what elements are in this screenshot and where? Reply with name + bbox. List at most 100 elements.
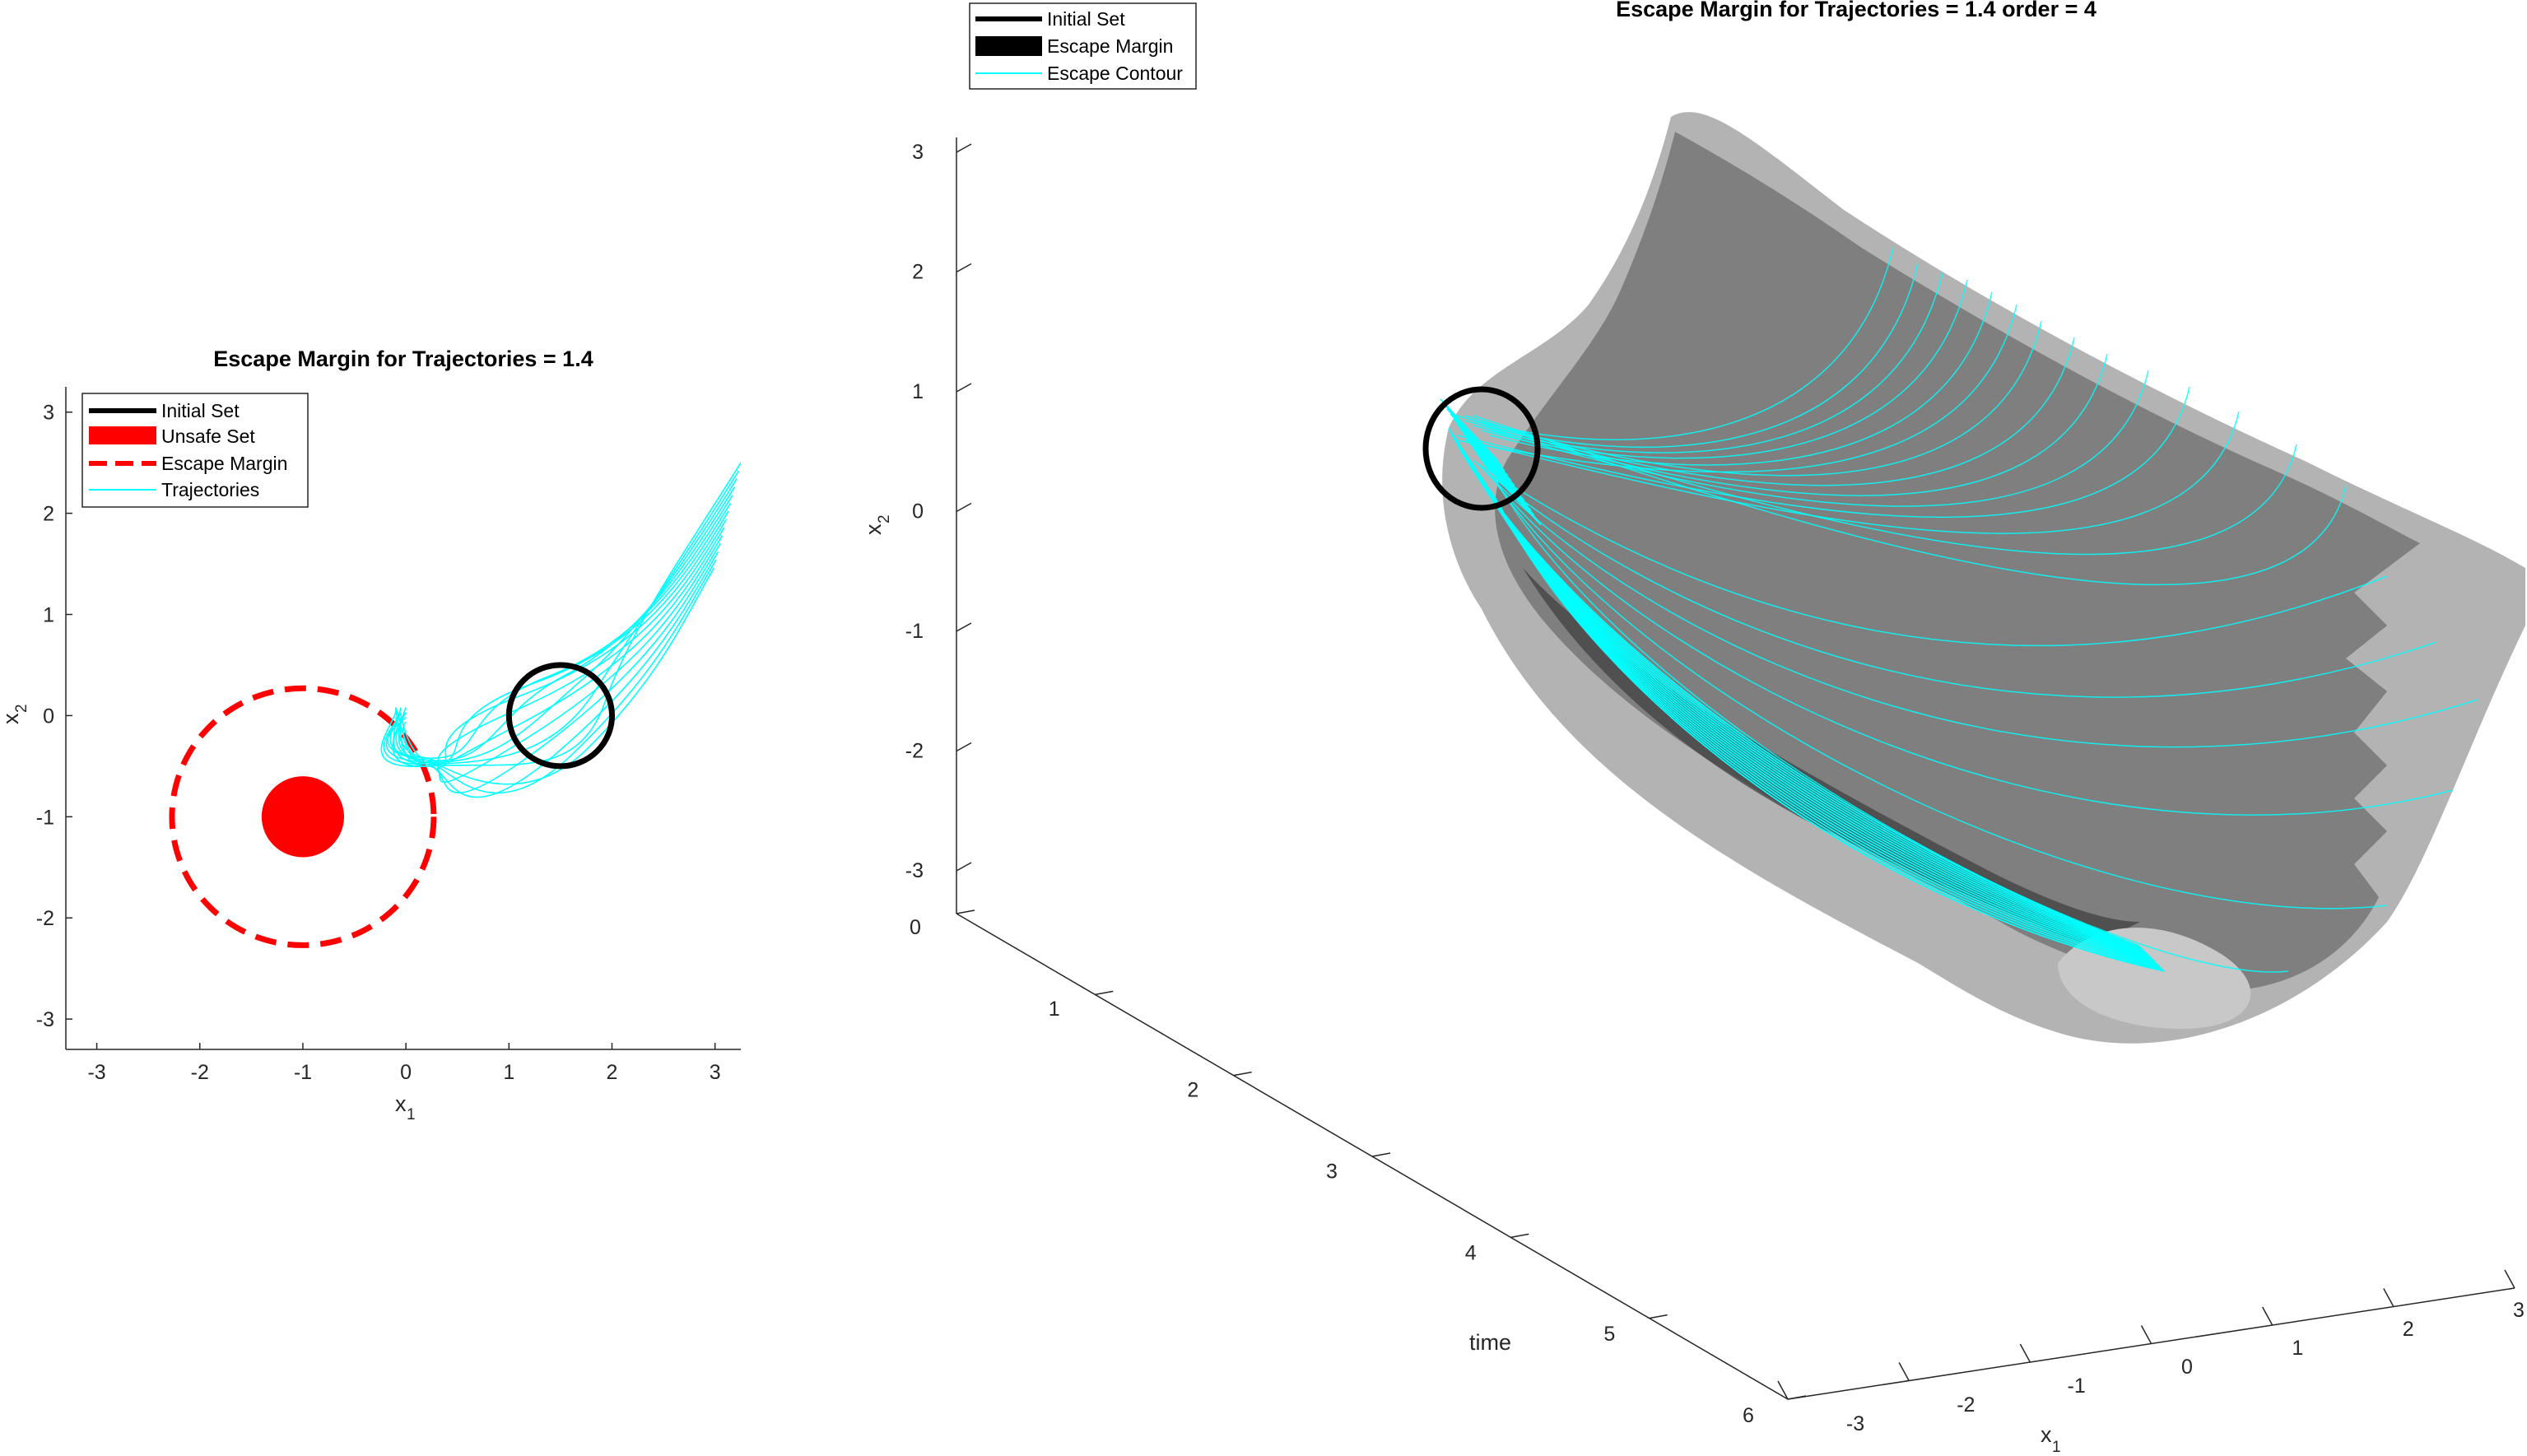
contour-line-upper xyxy=(1489,370,2149,507)
chart-2d-plot-area xyxy=(169,462,741,948)
chart-3d: Escape Margin for Trajectories = 1.4 ord… xyxy=(861,0,2525,1456)
trajectory-line xyxy=(398,527,725,770)
chart-3d-x2-label: x 2 xyxy=(861,514,893,535)
trajectory-line xyxy=(383,470,740,765)
chart-3d-x1-label-sub: 1 xyxy=(2052,1439,2061,1456)
chart-2d-legend: Initial Set Unsafe Set Escape Margin Tra… xyxy=(81,393,309,508)
trajectory-line xyxy=(395,519,728,765)
chart-2d-axes xyxy=(65,387,741,1050)
legend-3d-escape-margin-label: Escape Margin xyxy=(1047,35,1173,57)
chart-2d: Escape Margin for Trajectories = 1.4 -3 -… xyxy=(0,347,741,1123)
contour-line-initial xyxy=(1479,458,1538,521)
time-tick xyxy=(1233,1071,1252,1077)
time-tick xyxy=(956,909,975,914)
trajectory-line xyxy=(394,559,717,794)
trajectory-line xyxy=(389,495,733,759)
x1-tick xyxy=(1898,1362,1910,1381)
time-tick-label: 2 xyxy=(1187,1079,1198,1102)
chart-2d-ticks: -3 -2 -1 0 1 2 3 -3 -2 -1 0 1 2 3 xyxy=(36,402,721,1084)
legend-3d-initial-set-label: Initial Set xyxy=(1047,8,1125,30)
chart-3d-x2-label-sub: 2 xyxy=(876,514,893,523)
trajectory-line xyxy=(394,535,724,784)
legend-3d-escape-margin-swatch xyxy=(975,36,1042,56)
time-tick xyxy=(1649,1314,1668,1319)
x2-tick-label: -1 xyxy=(905,620,924,643)
x2-tick-label: 1 xyxy=(912,380,924,403)
x1-tick xyxy=(2019,1343,2031,1363)
chart-3d-legend: Initial Set Escape Margin Escape Contour xyxy=(969,2,1197,90)
x1-tick xyxy=(2504,1269,2515,1289)
contour-line-lower xyxy=(1473,460,2388,647)
contour-line-lower xyxy=(1489,473,2388,909)
escape-margin xyxy=(169,685,437,948)
chart-3d-x1-label: x 1 xyxy=(2041,1422,2061,1456)
time-tick xyxy=(1095,990,1114,996)
contour-line-upper xyxy=(1456,304,2017,473)
y-tick-label: -3 xyxy=(36,1008,54,1031)
x-tick-label: -3 xyxy=(87,1061,105,1084)
time-tick xyxy=(1510,1233,1529,1239)
legend-trajectories-label: Trajectories xyxy=(161,479,259,500)
contour-line-upper xyxy=(1464,411,2240,534)
contour-line-initial xyxy=(1482,463,1542,526)
y-tick-label: -2 xyxy=(36,907,54,930)
escape-contours xyxy=(1440,246,2478,973)
x2-tick-label: -3 xyxy=(905,859,924,882)
x1-tick-label: 2 xyxy=(2403,1318,2414,1341)
chart-3d-time-label: time xyxy=(1469,1330,1511,1355)
trajectory-line xyxy=(393,510,729,765)
contour-line-initial xyxy=(1466,438,1525,501)
contour-line-initial xyxy=(1473,448,1532,511)
trajectory-line xyxy=(392,502,732,767)
y-tick-label: 0 xyxy=(43,705,54,728)
contour-line-upper xyxy=(1481,420,2347,586)
x2-tick xyxy=(956,862,972,872)
trajectory-line xyxy=(385,478,738,763)
x-tick-label: -1 xyxy=(294,1061,312,1084)
x2-tick xyxy=(956,742,972,752)
x1-tick-label: 1 xyxy=(2292,1337,2303,1360)
contour-line-upper xyxy=(1464,320,2042,477)
chart-3d-ticks: -3 -2 -1 0 1 2 3 0 1 2 3 4 5 6 -3 -2 -1 0 1 2 3 xyxy=(905,141,2525,1435)
trajectory-line xyxy=(400,567,715,785)
time-tick xyxy=(1787,1395,1807,1400)
chart-3d-initial-set-circle xyxy=(1422,386,1541,511)
legend-unsafe-set-label: Unsafe Set xyxy=(161,426,255,447)
trajectory-line xyxy=(403,551,719,798)
chart-2d-x-label-text: x xyxy=(395,1091,407,1116)
chart-2d-y-label: x 2 xyxy=(0,704,30,724)
x2-tick xyxy=(956,263,972,273)
time-tick-label: 0 xyxy=(910,916,921,939)
legend-unsafe-set-swatch xyxy=(89,426,156,444)
x1-tick xyxy=(1777,1380,1789,1400)
legend-initial-set-label: Initial Set xyxy=(161,400,240,421)
time-tick-label: 4 xyxy=(1465,1241,1477,1264)
x2-tick-label: 0 xyxy=(912,500,924,523)
time-tick-label: 3 xyxy=(1326,1161,1338,1184)
contour-line-upper xyxy=(1456,386,2190,519)
x-tick-label: 0 xyxy=(400,1061,412,1084)
x2-tick xyxy=(956,502,972,513)
contour-line-initial xyxy=(1443,403,1502,467)
y-tick-label: -1 xyxy=(36,806,54,829)
contour-line-lower xyxy=(1485,470,2454,816)
x1-tick xyxy=(2262,1306,2273,1326)
surface-inner xyxy=(1495,132,2420,992)
chart-3d-x1-label-text: x xyxy=(2041,1422,2052,1447)
x2-tick-label: -2 xyxy=(905,740,924,763)
x1-tick-label: -1 xyxy=(2068,1375,2086,1398)
x2-tick-label: 3 xyxy=(912,141,924,164)
y-tick-label: 2 xyxy=(43,503,54,526)
x-tick-label: -2 xyxy=(191,1061,209,1084)
chart-3d-x2-label-text: x xyxy=(861,523,886,535)
contour-line-initial xyxy=(1446,408,1505,472)
x-tick-label: 1 xyxy=(503,1061,514,1084)
y-tick-label: 3 xyxy=(43,402,54,425)
unsafe-set xyxy=(261,776,345,858)
contour-line-initial xyxy=(1463,433,1522,496)
contour-line-lower xyxy=(1477,463,2437,698)
chart-2d-title: Escape Margin for Trajectories = 1.4 xyxy=(213,347,593,371)
legend-escape-margin-label: Escape Margin xyxy=(161,453,287,474)
contour-line-initial xyxy=(1450,413,1509,477)
